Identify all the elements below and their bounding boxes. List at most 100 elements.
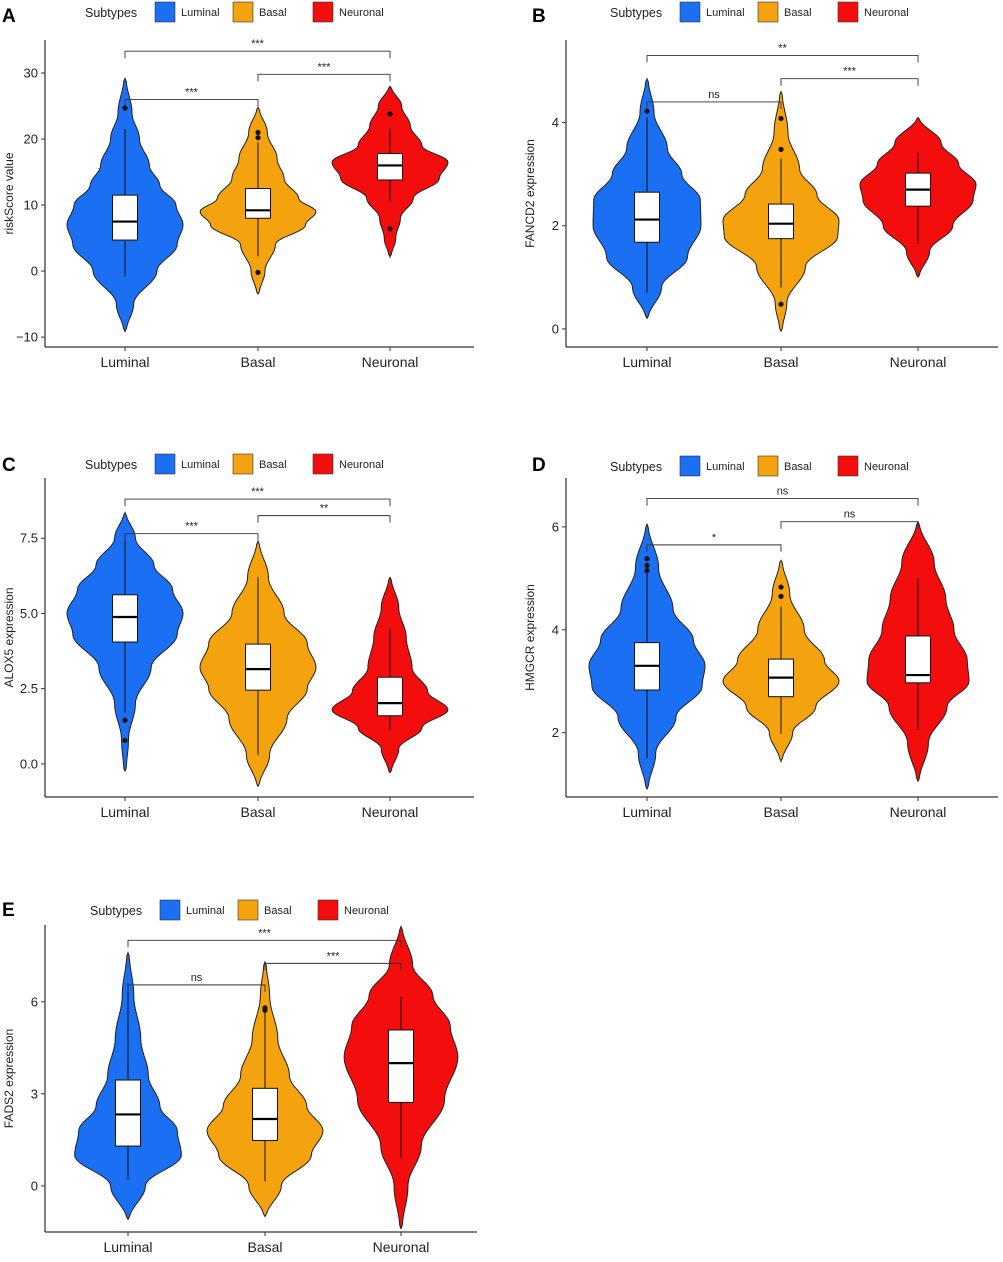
significance-bracket — [646, 544, 782, 552]
significance-label: ** — [778, 42, 787, 54]
significance-label: *** — [251, 38, 265, 50]
significance-bracket — [264, 962, 402, 971]
legend: Subtypes Luminal Basal Neuronal — [610, 455, 909, 477]
legend-item-neuronal: Neuronal — [339, 459, 384, 471]
legend-item-neuronal: Neuronal — [339, 7, 384, 19]
legend-swatch-luminal — [154, 1, 176, 23]
legend-swatch-luminal — [159, 899, 181, 921]
panel-E: E Subtypes Luminal Basal Neuronal 0 3 6 FADS2 ex… — [2, 899, 477, 1255]
legend-title: Subtypes — [610, 6, 662, 20]
outlier-point — [255, 135, 261, 141]
y-axis-title: HMGCR expression — [523, 584, 537, 691]
outlier-point — [778, 115, 784, 122]
y-tick-label: 0 — [31, 1178, 38, 1193]
legend-swatch-basal — [237, 899, 259, 921]
legend-swatch-basal — [232, 1, 254, 23]
box-neuronal — [377, 153, 403, 181]
panel-label: A — [2, 6, 16, 27]
significance-bracket — [780, 521, 919, 529]
y-axis-title: FANCD2 expression — [523, 139, 537, 248]
significance-bracket — [124, 50, 391, 59]
x-tick-label: Basal — [240, 804, 275, 820]
outlier-point — [255, 269, 261, 275]
legend: Subtypes Luminal Basal Neuronal — [610, 1, 909, 23]
legend-swatch-basal — [757, 1, 779, 23]
box-neuronal — [377, 676, 403, 717]
legend: Subtypes Luminal Basal Neuronal — [85, 1, 384, 23]
outlier-point — [387, 226, 393, 232]
significance-label: *** — [327, 950, 341, 962]
x-tick-label: Neuronal — [362, 804, 419, 820]
legend-item-basal: Basal — [259, 459, 287, 471]
significance-bracket — [257, 73, 391, 82]
legend-swatch-basal — [232, 453, 254, 475]
significance-label: *** — [258, 927, 272, 939]
outlier-point — [644, 556, 650, 562]
legend-item-luminal: Luminal — [181, 459, 220, 471]
x-tick-label: Neuronal — [373, 1239, 430, 1255]
x-tick-label: Neuronal — [890, 804, 947, 820]
box-basal — [245, 643, 271, 691]
y-tick-label: 0.0 — [20, 756, 38, 771]
significance-bracket — [780, 78, 919, 86]
outlier-point — [778, 301, 784, 307]
panel-A: A Subtypes Luminal Basal Neuronal −10 0 10 20 30 r… — [2, 1, 474, 370]
legend-swatch-neuronal — [312, 453, 334, 475]
y-tick-label: 3 — [31, 1086, 38, 1101]
box-luminal — [115, 1079, 141, 1147]
y-tick-label: −10 — [16, 330, 38, 345]
significance-label: *** — [318, 61, 332, 73]
x-tick-label: Basal — [240, 354, 275, 370]
outlier-point — [122, 105, 128, 111]
significance-label: ns — [844, 509, 856, 521]
panel-B: B Subtypes Luminal Basal Neuronal 0 2 4 FANCD2 e… — [523, 1, 998, 370]
x-tick-label: Basal — [763, 804, 798, 820]
significance-bracket — [127, 984, 266, 992]
y-tick-label: 0 — [31, 264, 38, 279]
legend-title: Subtypes — [610, 460, 662, 474]
significance-label: ns — [191, 972, 203, 984]
significance-bracket — [124, 498, 391, 507]
legend-swatch-basal — [757, 455, 779, 477]
significance-label: *** — [843, 66, 857, 78]
outlier-point — [387, 111, 393, 117]
x-tick-label: Luminal — [100, 804, 149, 820]
box-basal — [768, 203, 794, 240]
legend-item-neuronal: Neuronal — [344, 905, 389, 917]
box-luminal — [634, 191, 660, 243]
x-tick-label: Neuronal — [890, 354, 947, 370]
y-tick-label: 6 — [31, 994, 38, 1009]
legend: Subtypes Luminal Basal Neuronal — [85, 453, 384, 475]
outlier-point — [122, 737, 128, 744]
significance-bracket — [124, 98, 259, 107]
y-tick-label: 10 — [24, 198, 38, 213]
outlier-point — [778, 593, 784, 599]
legend-swatch-luminal — [679, 455, 701, 477]
y-tick-label: 2 — [552, 218, 559, 233]
legend-swatch-neuronal — [837, 1, 859, 23]
panel-label: B — [532, 6, 546, 27]
x-tick-label: Luminal — [100, 354, 149, 370]
y-tick-label: 2 — [552, 725, 559, 740]
y-tick-label: 30 — [24, 66, 38, 81]
outlier-point — [122, 717, 128, 723]
panel-D: D Subtypes Luminal Basal Neuronal 2 4 6 HMGCR ex… — [523, 455, 998, 820]
outlier-point — [644, 108, 650, 114]
legend-swatch-neuronal — [312, 1, 334, 23]
y-tick-label: 0 — [552, 321, 559, 336]
outlier-point — [644, 568, 650, 574]
y-tick-label: 2.5 — [20, 681, 38, 696]
box-basal — [245, 188, 271, 219]
legend-item-basal: Basal — [784, 461, 812, 473]
y-tick-label: 5.0 — [20, 606, 38, 621]
x-tick-label: Luminal — [622, 354, 671, 370]
x-tick-label: Luminal — [622, 804, 671, 820]
legend-title: Subtypes — [85, 6, 137, 20]
y-tick-label: 4 — [552, 622, 559, 637]
legend-swatch-neuronal — [317, 899, 339, 921]
significance-bracket — [646, 55, 919, 63]
outlier-point — [778, 584, 784, 590]
x-tick-label: Basal — [763, 354, 798, 370]
x-tick-label: Luminal — [103, 1239, 152, 1255]
